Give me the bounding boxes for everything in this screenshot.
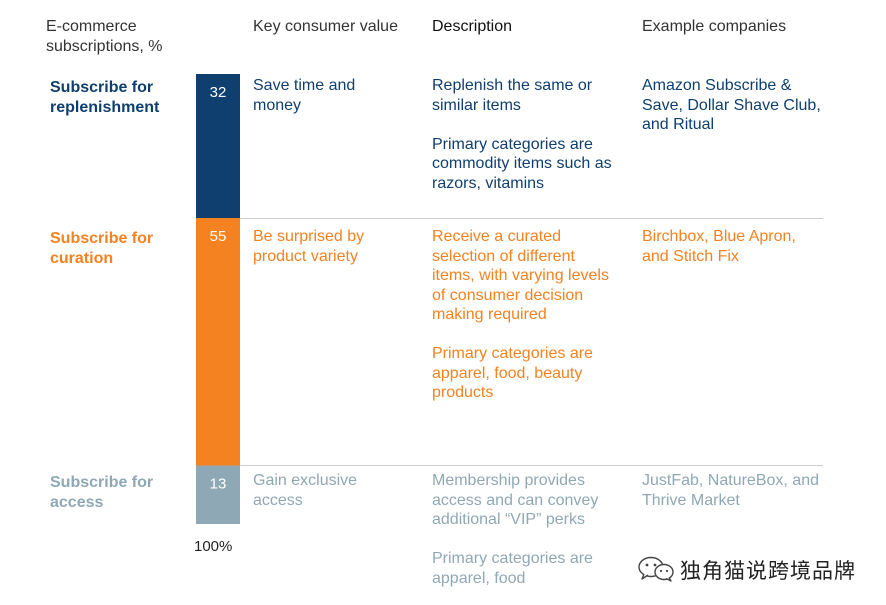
bar-segment-1 [196, 74, 240, 218]
bar-value-label-2: 55 [210, 228, 227, 245]
stacked-bar-chart: 32 55 13 [196, 74, 240, 524]
value-curation: Be surprised by product variety [253, 228, 365, 265]
header-description: Description [432, 18, 513, 35]
row-label-replenishment: Subscribe for replenishment [50, 79, 160, 116]
description-replenishment: Replenish the same or similar items Prim… [432, 76, 612, 193]
bar-segment-3 [196, 465, 240, 524]
watermark: 独角猫说跨境品牌 [636, 553, 876, 585]
description-access: Membership provides access and can conve… [432, 471, 612, 588]
wechat-icon [638, 556, 674, 582]
description-curation: Receive a curated selection of different… [432, 227, 612, 403]
row-divider [240, 465, 823, 466]
value-access: Gain exclusive access [253, 472, 358, 509]
header-subscriptions-text: E-commerce subscriptions, % [46, 18, 163, 55]
row-label-curation: Subscribe for curation [50, 230, 154, 267]
description-replenishment-p2: Primary categories are commodity items s… [432, 135, 612, 192]
bar-value-label-1: 32 [210, 84, 227, 101]
header-subscriptions: E-commerce subscriptions, % [46, 17, 196, 56]
description-replenishment-p1: Replenish the same or similar items [432, 77, 593, 114]
total-label: 100% [194, 538, 233, 555]
examples-curation: Birchbox, Blue Apron, and Stitch Fix [642, 228, 796, 265]
watermark-text: 独角猫说跨境品牌 [680, 559, 856, 583]
value-replenishment: Save time and money [253, 77, 356, 114]
examples-access: JustFab, NatureBox, and Thrive Market [642, 472, 819, 509]
description-access-p2: Primary categories are apparel, food [432, 550, 593, 587]
description-curation-p1: Receive a curated selection of different… [432, 228, 609, 323]
examples-replenishment: Amazon Subscribe & Save, Dollar Shave Cl… [642, 77, 821, 133]
header-example-companies: Example companies [642, 18, 787, 35]
row-label-access: Subscribe for access [50, 474, 154, 511]
description-curation-p2: Primary categories are apparel, food, be… [432, 345, 593, 401]
bar-value-label-3: 13 [210, 476, 227, 493]
row-divider [240, 218, 823, 219]
bar-segment-2 [196, 218, 240, 466]
header-key-consumer-value: Key consumer value [253, 18, 398, 35]
description-access-p1: Membership provides access and can conve… [432, 472, 599, 528]
